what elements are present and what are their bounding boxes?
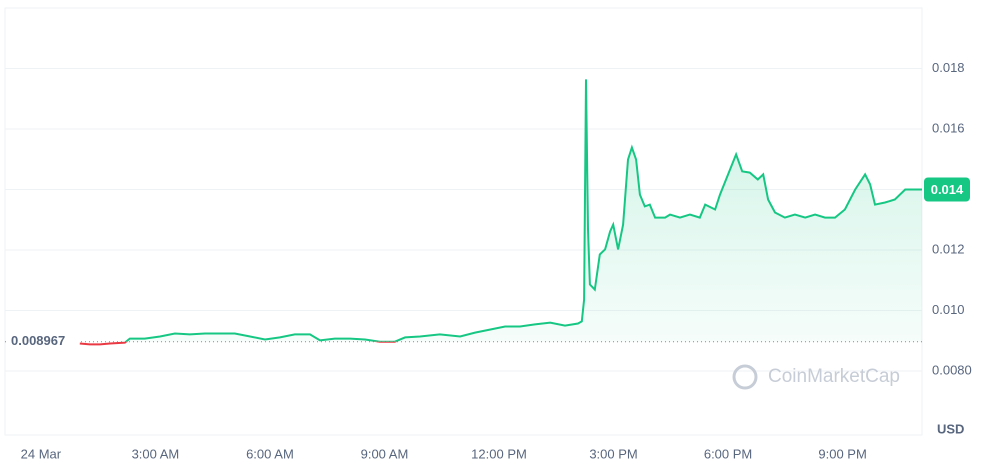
y-tick-label: 0.016: [932, 120, 965, 135]
y-tick-label: 0.018: [932, 60, 965, 75]
y-tick-label: 0.0080: [932, 362, 972, 377]
x-tick-label: 9:00 PM: [818, 446, 866, 461]
x-tick-label: 6:00 PM: [704, 446, 752, 461]
x-tick-label: 9:00 AM: [361, 446, 409, 461]
x-tick-label: 24 Mar: [21, 446, 62, 461]
reference-label: 0.008967: [11, 333, 65, 348]
x-tick-label: 3:00 PM: [589, 446, 637, 461]
x-tick-label: 3:00 AM: [132, 446, 180, 461]
price-badge-label: 0.014: [931, 182, 964, 197]
price-line-up: [122, 79, 922, 342]
x-tick-label: 12:00 PM: [471, 446, 527, 461]
price-badge: [924, 177, 970, 202]
y-tick-label: 0.010: [932, 302, 965, 317]
plot: 0.0080 0.010 0.012 0.014 0.016 0.018 24 Mar 3:0…: [5, 60, 972, 461]
watermark-logo: [732, 364, 758, 390]
x-tick-label: 6:00 AM: [246, 446, 294, 461]
y-tick-label: 0.012: [932, 241, 965, 256]
area-fill: [125, 79, 922, 342]
watermark: CoinMarketCap: [768, 366, 900, 387]
reference-label-bg: [8, 332, 78, 351]
currency: USD: [937, 421, 964, 436]
